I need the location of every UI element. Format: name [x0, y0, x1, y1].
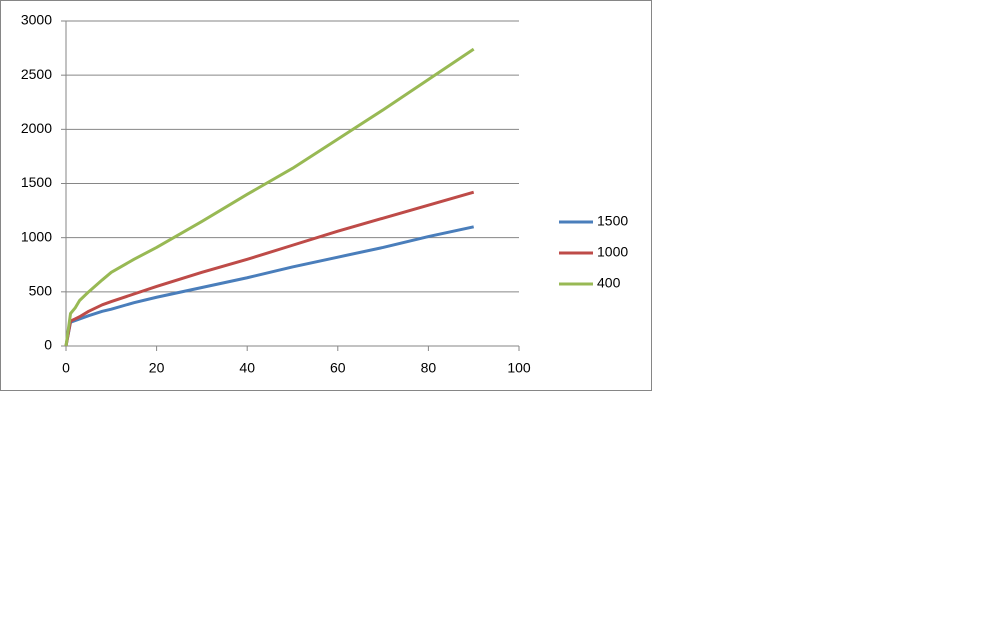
- x-tick-label: 80: [421, 360, 437, 376]
- legend-label: 1500: [597, 213, 628, 229]
- series-line: [64, 225, 475, 347]
- x-tick-label: 0: [62, 360, 70, 376]
- y-tick-label: 500: [29, 283, 53, 299]
- legend-label: 1000: [597, 244, 628, 260]
- x-tick-label: 100: [507, 360, 531, 376]
- y-tick-label: 2000: [21, 120, 52, 136]
- y-tick-label: 0: [44, 337, 52, 353]
- y-tick-label: 3000: [21, 12, 52, 28]
- chart-frame: [0, 0, 652, 391]
- x-tick-label: 20: [149, 360, 165, 376]
- x-tick-label: 40: [239, 360, 255, 376]
- series-line: [64, 47, 475, 347]
- y-tick-label: 1000: [21, 228, 52, 244]
- legend-label: 400: [597, 275, 621, 291]
- series-line: [64, 190, 475, 347]
- x-tick-label: 60: [330, 360, 346, 376]
- y-tick-label: 1500: [21, 174, 52, 190]
- y-tick-label: 2500: [21, 66, 52, 82]
